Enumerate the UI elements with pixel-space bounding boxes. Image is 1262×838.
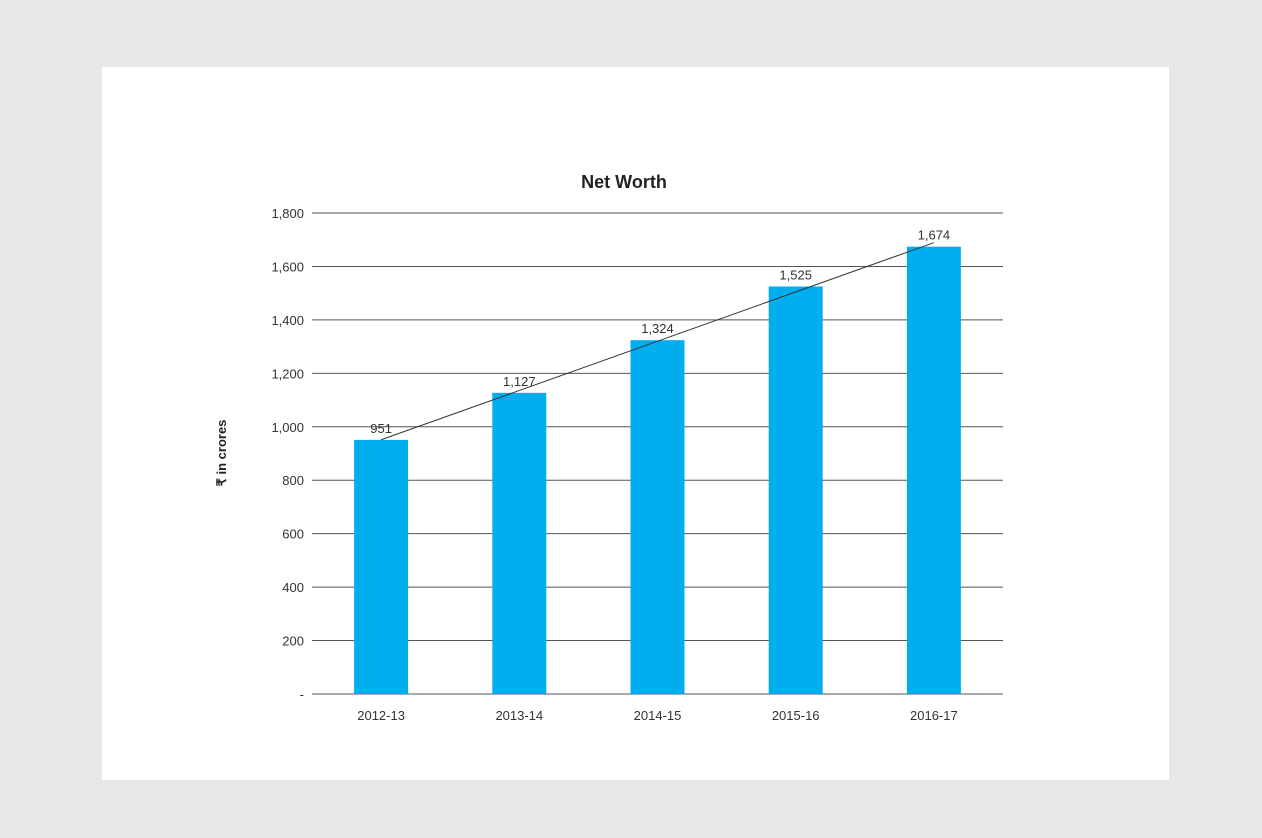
data-label: 1,127	[503, 374, 536, 389]
y-tick-label: 1,000	[271, 420, 304, 435]
data-label: 951	[370, 421, 392, 436]
trendline-path	[380, 242, 935, 441]
x-tick-label: 2014-15	[634, 708, 682, 723]
bar	[630, 340, 685, 694]
y-tick-label: 200	[282, 634, 304, 649]
y-tick-label: 1,800	[271, 206, 304, 221]
bars	[354, 246, 961, 695]
y-tick-label: 800	[282, 473, 304, 488]
y-tick-label: 600	[282, 527, 304, 542]
data-label: 1,525	[779, 267, 812, 282]
y-tick-labels: - 200 400 600 800 1,000 1,200 1,400 1,600 1,800	[271, 206, 304, 702]
bar	[768, 286, 823, 694]
y-tick-label: 1,200	[271, 366, 304, 381]
bar	[492, 392, 547, 694]
x-tick-label: 2015-16	[772, 708, 820, 723]
data-label: 1,324	[641, 321, 674, 336]
x-tick-label: 2016-17	[910, 708, 958, 723]
y-tick-label: 400	[282, 580, 304, 595]
data-label: 1,674	[918, 228, 951, 243]
chart-title: Net Worth	[581, 172, 667, 192]
data-labels: 951 1,127 1,324 1,525 1,674	[370, 228, 950, 436]
y-tick-label: -	[300, 687, 304, 702]
x-tick-label: 2012-13	[357, 708, 405, 723]
x-tick-labels: 2012-13 2013-14 2014-15 2015-16 2016-17	[357, 708, 958, 723]
trendline	[380, 242, 935, 441]
bar	[354, 439, 409, 694]
bar	[906, 246, 961, 695]
x-tick-label: 2013-14	[495, 708, 543, 723]
y-tick-label: 1,600	[271, 259, 304, 274]
y-tick-label: 1,400	[271, 313, 304, 328]
y-axis-label: ₹ in crores	[214, 420, 229, 487]
